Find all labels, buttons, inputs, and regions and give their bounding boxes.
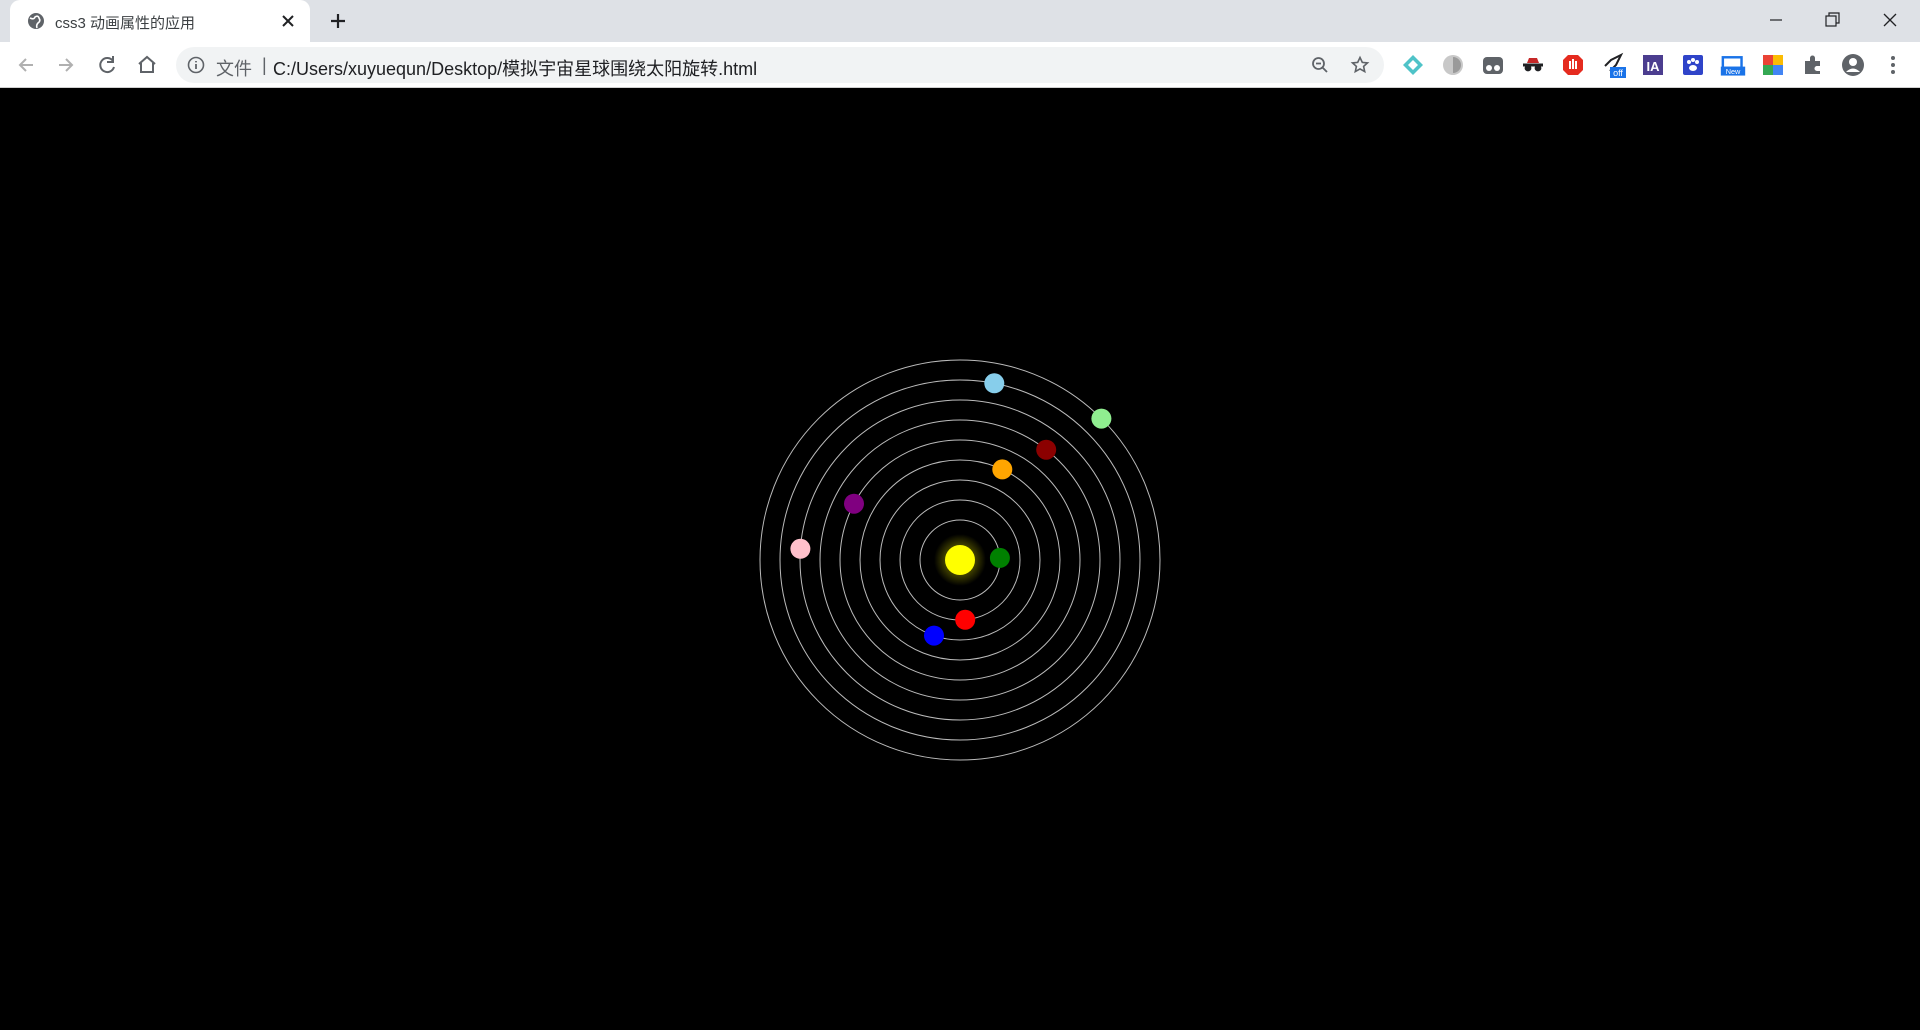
tab-strip: css3 动画属性的应用 (0, 0, 1920, 42)
bookmark-star-icon[interactable] (1350, 55, 1370, 75)
orbit-ring (819, 419, 1101, 701)
close-window-icon[interactable] (1870, 4, 1910, 36)
diamond-extension-icon[interactable] (1400, 52, 1426, 78)
page-content (0, 88, 1920, 1030)
proxy-badge: off (1613, 68, 1623, 78)
tab-title: css3 动画属性的应用 (55, 15, 196, 32)
sun (945, 545, 975, 575)
solar-system (759, 359, 1161, 761)
orbit-ring (839, 439, 1081, 681)
info-icon[interactable] (186, 55, 206, 75)
url-text[interactable]: C:/Users/xuyuequn/Desktop/模拟宇宙星球围绕太阳旋转.h… (273, 59, 758, 79)
planet-purple (844, 493, 864, 514)
ia-label: IA (1647, 59, 1661, 74)
planet-lightgreen (1091, 408, 1112, 429)
new-tab-icon[interactable] (326, 9, 350, 33)
reload-icon[interactable] (93, 51, 121, 79)
restore-icon[interactable] (1812, 4, 1852, 36)
forward-icon[interactable] (52, 51, 80, 79)
orbit-ring (779, 379, 1141, 741)
planet-red (955, 609, 976, 630)
browser-chrome: css3 动画属性的应用 (0, 0, 1920, 88)
minimize-icon[interactable] (1756, 4, 1796, 36)
new-badge: New (1726, 67, 1741, 76)
puzzle-extensions-icon[interactable] (1800, 52, 1826, 78)
zoom-out-icon[interactable] (1310, 55, 1330, 75)
scheme-separator: | (262, 55, 267, 75)
translate-extension-icon[interactable] (1760, 52, 1786, 78)
paw-extension-icon[interactable] (1680, 52, 1706, 78)
planet-blue (924, 625, 944, 646)
ia-extension-icon[interactable]: IA (1640, 52, 1666, 78)
orbit-ring (799, 399, 1121, 721)
proxy-off-extension-icon[interactable]: off (1600, 52, 1626, 78)
planet-lightblue (984, 373, 1005, 394)
planet-green (989, 547, 1010, 568)
grey-extension-icon[interactable] (1440, 52, 1466, 78)
orbit-ring (759, 359, 1161, 761)
address-bar[interactable]: 文件 | C:/Users/xuyuequn/Desktop/模拟宇宙星球围绕太… (176, 47, 1384, 83)
menu-kebab-icon[interactable] (1880, 52, 1906, 78)
scheme-label: 文件 (216, 59, 252, 79)
adblock-extension-icon[interactable] (1560, 52, 1586, 78)
planet-pink (790, 538, 811, 559)
back-icon[interactable] (12, 51, 40, 79)
active-tab[interactable]: css3 动画属性的应用 (10, 0, 310, 42)
planet-orange (992, 459, 1013, 480)
toolbar: 文件 | C:/Users/xuyuequn/Desktop/模拟宇宙星球围绕太… (0, 42, 1920, 88)
profile-avatar-icon[interactable] (1840, 52, 1866, 78)
orbit-ring (879, 479, 1041, 641)
tampermonkey-extension-icon[interactable] (1480, 52, 1506, 78)
close-tab-icon[interactable] (278, 11, 298, 31)
new-extension-icon[interactable]: New (1720, 52, 1746, 78)
incognito-extension-icon[interactable] (1520, 52, 1546, 78)
orbit-ring (859, 459, 1061, 661)
home-icon[interactable] (133, 51, 161, 79)
planet-darkred (1036, 439, 1057, 460)
globe-icon (28, 13, 44, 29)
